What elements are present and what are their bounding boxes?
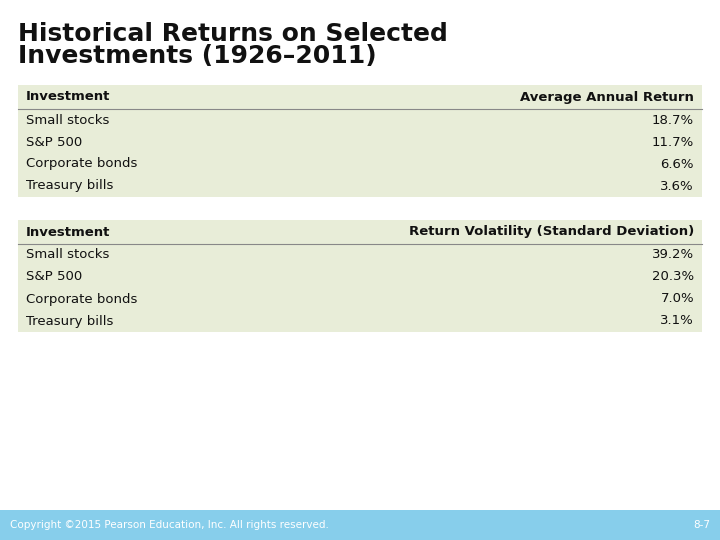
Text: Small stocks: Small stocks (26, 248, 109, 261)
Text: Investment: Investment (26, 91, 110, 104)
Text: 18.7%: 18.7% (652, 113, 694, 126)
Bar (0, 510, 720, 540)
Bar (18, 85, 702, 197)
Text: Average Annual Return: Average Annual Return (520, 91, 694, 104)
Text: Corporate bonds: Corporate bonds (26, 293, 138, 306)
Text: 20.3%: 20.3% (652, 271, 694, 284)
Text: 7.0%: 7.0% (660, 293, 694, 306)
Text: 3.6%: 3.6% (660, 179, 694, 192)
Text: 6.6%: 6.6% (660, 158, 694, 171)
Text: Investment: Investment (26, 226, 110, 239)
Text: Corporate bonds: Corporate bonds (26, 158, 138, 171)
Text: Treasury bills: Treasury bills (26, 314, 113, 327)
Text: Investments (1926–2011): Investments (1926–2011) (18, 44, 377, 68)
Text: S&P 500: S&P 500 (26, 136, 82, 148)
Text: 8-7: 8-7 (693, 520, 710, 530)
Text: 39.2%: 39.2% (652, 248, 694, 261)
Text: Copyright ©2015 Pearson Education, Inc. All rights reserved.: Copyright ©2015 Pearson Education, Inc. … (10, 520, 329, 530)
Bar (18, 220, 702, 332)
Text: 11.7%: 11.7% (652, 136, 694, 148)
Text: S&P 500: S&P 500 (26, 271, 82, 284)
Text: Treasury bills: Treasury bills (26, 179, 113, 192)
Text: Historical Returns on Selected: Historical Returns on Selected (18, 22, 448, 46)
Text: Return Volatility (Standard Deviation): Return Volatility (Standard Deviation) (409, 226, 694, 239)
Text: 3.1%: 3.1% (660, 314, 694, 327)
Text: Small stocks: Small stocks (26, 113, 109, 126)
